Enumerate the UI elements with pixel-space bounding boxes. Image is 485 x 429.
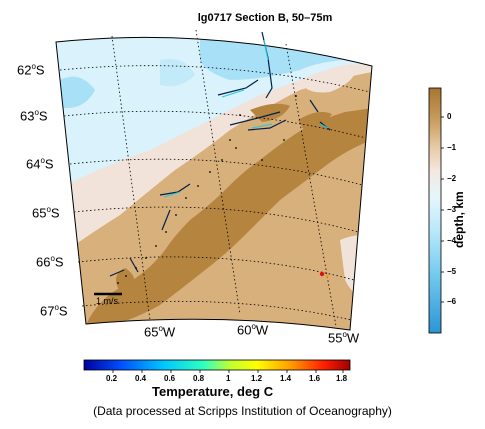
temp-tick-2: 0.6 xyxy=(164,374,176,383)
bathymetry xyxy=(56,37,372,331)
lon-label-55w: 55oW xyxy=(328,330,360,346)
warm-marks xyxy=(319,271,329,278)
lat-label-67: 67oS xyxy=(40,303,68,319)
depth-tick-1: −1 xyxy=(447,143,457,152)
depth-tick-3: −3 xyxy=(447,205,457,214)
depth-tick-4: −4 xyxy=(447,236,457,245)
depth-tick-0: 0 xyxy=(447,112,452,121)
depth-colorbar-title: depth, km xyxy=(452,191,466,248)
temp-tick-4: 1 xyxy=(226,374,231,383)
depth-tick-2: −2 xyxy=(447,174,457,183)
depth-colorbar xyxy=(428,87,442,334)
temp-tick-8: 1.8 xyxy=(336,374,348,383)
depth-tick-5: −5 xyxy=(447,267,457,276)
lat-label-62: 62oS xyxy=(17,62,45,78)
lat-label-65: 65oS xyxy=(32,205,60,221)
map-title: lg0717 Section B, 50–75m xyxy=(197,12,333,24)
station-dots xyxy=(117,95,297,284)
cruise-track xyxy=(109,31,331,277)
lon-label-60w: 60oW xyxy=(237,322,269,338)
lat-label-64: 64oS xyxy=(26,156,54,172)
temp-tick-5: 1.2 xyxy=(251,374,263,383)
credit-line: (Data processed at Scripps Institution o… xyxy=(93,404,392,418)
temp-tick-6: 1.4 xyxy=(280,374,292,383)
temp-tick-7: 1.6 xyxy=(309,374,321,383)
lat-label-66: 66oS xyxy=(36,254,64,270)
temperature-colorbar xyxy=(83,359,351,371)
temperature-colorbar-ticks xyxy=(112,370,344,373)
temp-tick-0: 0.2 xyxy=(106,374,118,383)
temperature-vectors xyxy=(163,39,329,198)
temp-tick-3: 0.8 xyxy=(193,374,205,383)
temperature-colorbar-title: Temperature, deg C xyxy=(152,384,274,399)
scale-bar-label: 1 m/s xyxy=(96,296,119,306)
temp-tick-1: 0.4 xyxy=(135,374,147,383)
depth-colorbar-ticks xyxy=(441,116,444,303)
lat-label-63: 63oS xyxy=(20,108,48,124)
lon-label-65w: 65oW xyxy=(144,324,176,340)
depth-tick-6: −6 xyxy=(447,297,457,306)
